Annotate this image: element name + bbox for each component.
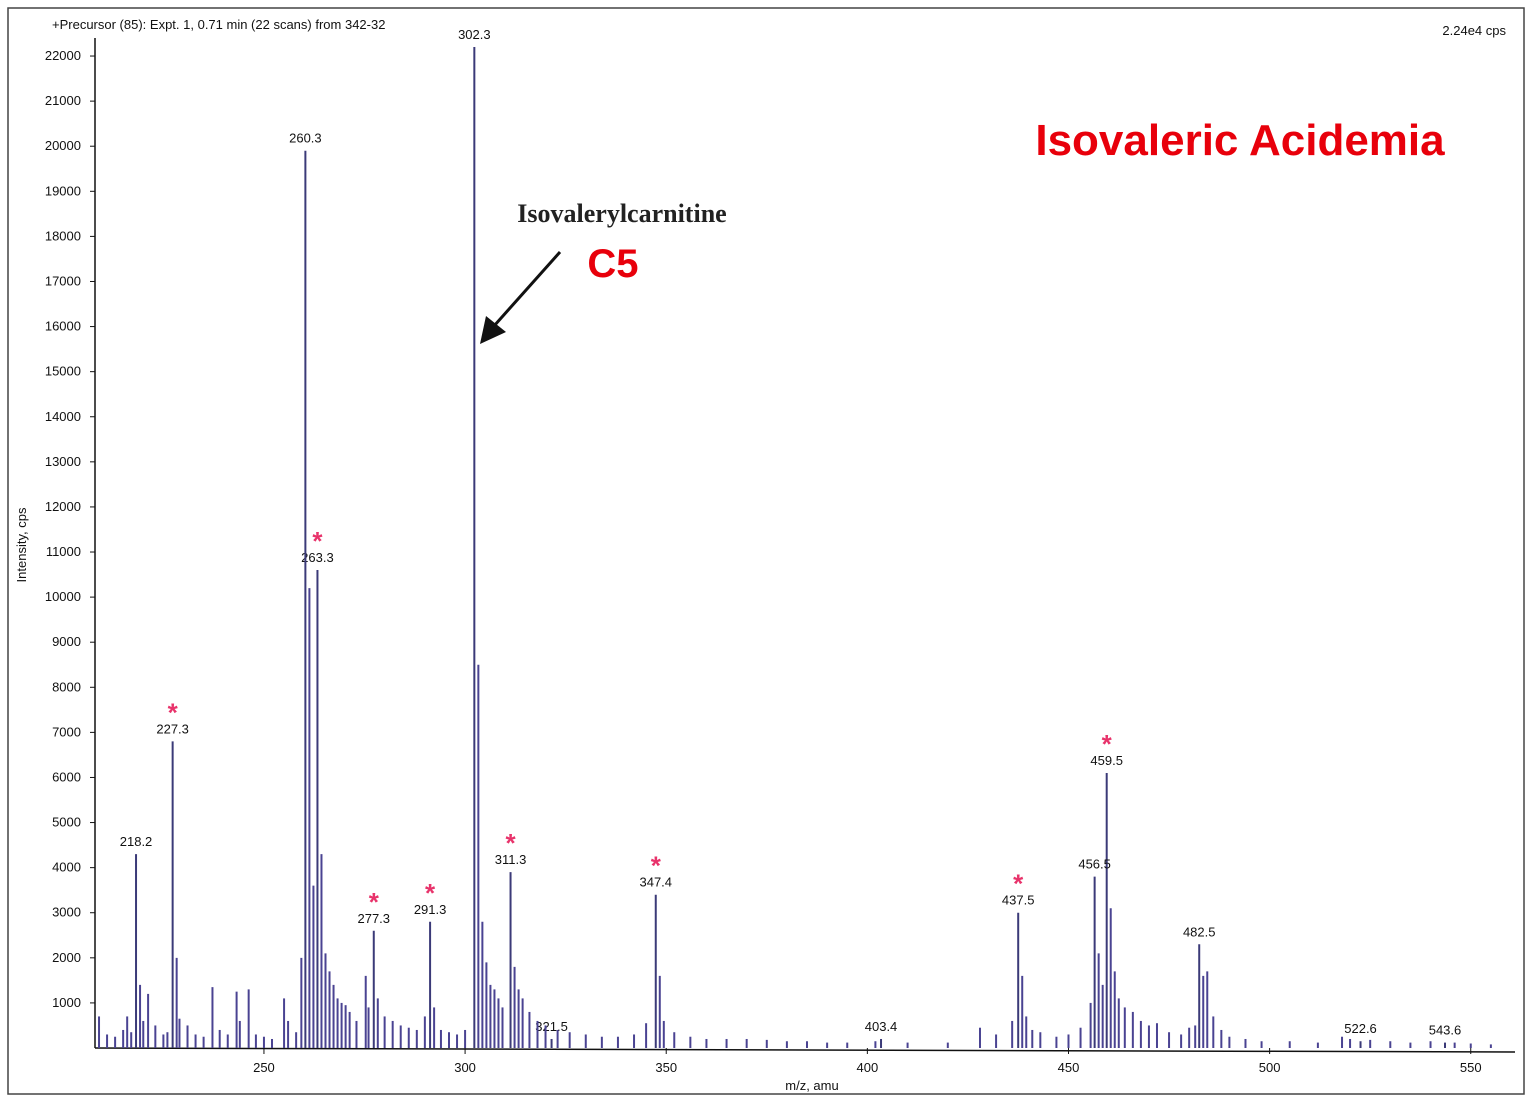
peak-label: 437.5	[1002, 893, 1035, 908]
header: +Precursor (85): Expt. 1, 0.71 min (22 s…	[52, 17, 385, 32]
y-tick-label: 22000	[45, 48, 81, 63]
y-tick-label: 2000	[52, 950, 81, 965]
arrow-shaft	[492, 251, 562, 327]
x-tick-label: 300	[454, 1060, 476, 1075]
chart-title: Isovaleric Acidemia	[1035, 116, 1445, 165]
peak-label: 456.5	[1078, 857, 1111, 872]
peak-marker: *	[369, 887, 380, 917]
y-tick-label: 4000	[52, 860, 81, 875]
y-tick-label: 15000	[45, 364, 81, 379]
y-tick-label: 13000	[45, 454, 81, 469]
peak-label: 459.5	[1090, 753, 1123, 768]
peak-label: 311.3	[495, 852, 527, 867]
peak-label: 482.5	[1183, 924, 1216, 939]
y-tick-label: 5000	[52, 815, 81, 830]
peak-label: 291.3	[414, 902, 447, 917]
scale-note: 2.24e4 cps	[1442, 23, 1506, 38]
x-tick-label: 450	[1058, 1060, 1080, 1075]
x-tick-label: 400	[856, 1060, 878, 1075]
x-tick-label: 500	[1259, 1060, 1281, 1075]
y-tick-label: 1000	[52, 995, 81, 1010]
y-tick-label: 17000	[45, 273, 81, 288]
x-axis-label: m/z, amu	[785, 1078, 838, 1093]
peak-label: 347.4	[639, 875, 672, 890]
peak-marker: *	[651, 851, 662, 881]
y-tick-label: 16000	[45, 319, 81, 334]
arrow-head	[480, 316, 506, 344]
peak-marker: *	[168, 697, 179, 727]
peak-label: 218.2	[120, 834, 153, 849]
y-axis-label: Intensity, cps	[14, 507, 29, 582]
peak-label: 263.3	[301, 550, 334, 565]
y-tick-label: 19000	[45, 183, 81, 198]
y-tick-label: 10000	[45, 589, 81, 604]
peak-marker: *	[505, 828, 516, 858]
y-tick-label: 6000	[52, 769, 81, 784]
y-tick-label: 9000	[52, 634, 81, 649]
peak-marker: *	[425, 878, 436, 908]
peak-label: 260.3	[289, 131, 322, 146]
y-tick-label: 3000	[52, 905, 81, 920]
peak-label: 277.3	[357, 911, 390, 926]
x-tick-label: 250	[253, 1060, 275, 1075]
peak-label: 227.3	[156, 721, 189, 736]
y-tick-label: 14000	[45, 409, 81, 424]
annotation: Isovalerylcarnitine	[517, 199, 726, 228]
peak-marker: *	[1102, 729, 1113, 759]
x-axis	[94, 1047, 1516, 1053]
x-tick-label: 350	[655, 1060, 677, 1075]
y-tick-label: 11000	[46, 544, 81, 559]
y-tick-label: 7000	[52, 724, 81, 739]
peak-marker: *	[312, 526, 323, 556]
y-tick-label: 8000	[52, 679, 81, 694]
peak-label: 302.3	[458, 27, 491, 42]
frame	[7, 7, 1525, 1095]
y-tick-label: 20000	[45, 138, 81, 153]
peak-label: 403.4	[865, 1019, 898, 1034]
x-tick-label: 550	[1460, 1060, 1482, 1075]
peak-label: 522.6	[1344, 1021, 1377, 1036]
annotation-label: C5	[587, 242, 638, 286]
y-tick-label: 12000	[45, 499, 81, 514]
peak-label: 543.6	[1429, 1023, 1462, 1038]
y-tick-label: 18000	[45, 228, 81, 243]
y-tick-label: 21000	[45, 93, 81, 108]
peak-label: 321.5	[535, 1019, 568, 1034]
peak-marker: *	[1013, 869, 1024, 899]
